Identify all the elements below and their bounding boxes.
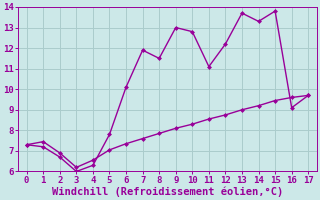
X-axis label: Windchill (Refroidissement éolien,°C): Windchill (Refroidissement éolien,°C) [52,186,283,197]
